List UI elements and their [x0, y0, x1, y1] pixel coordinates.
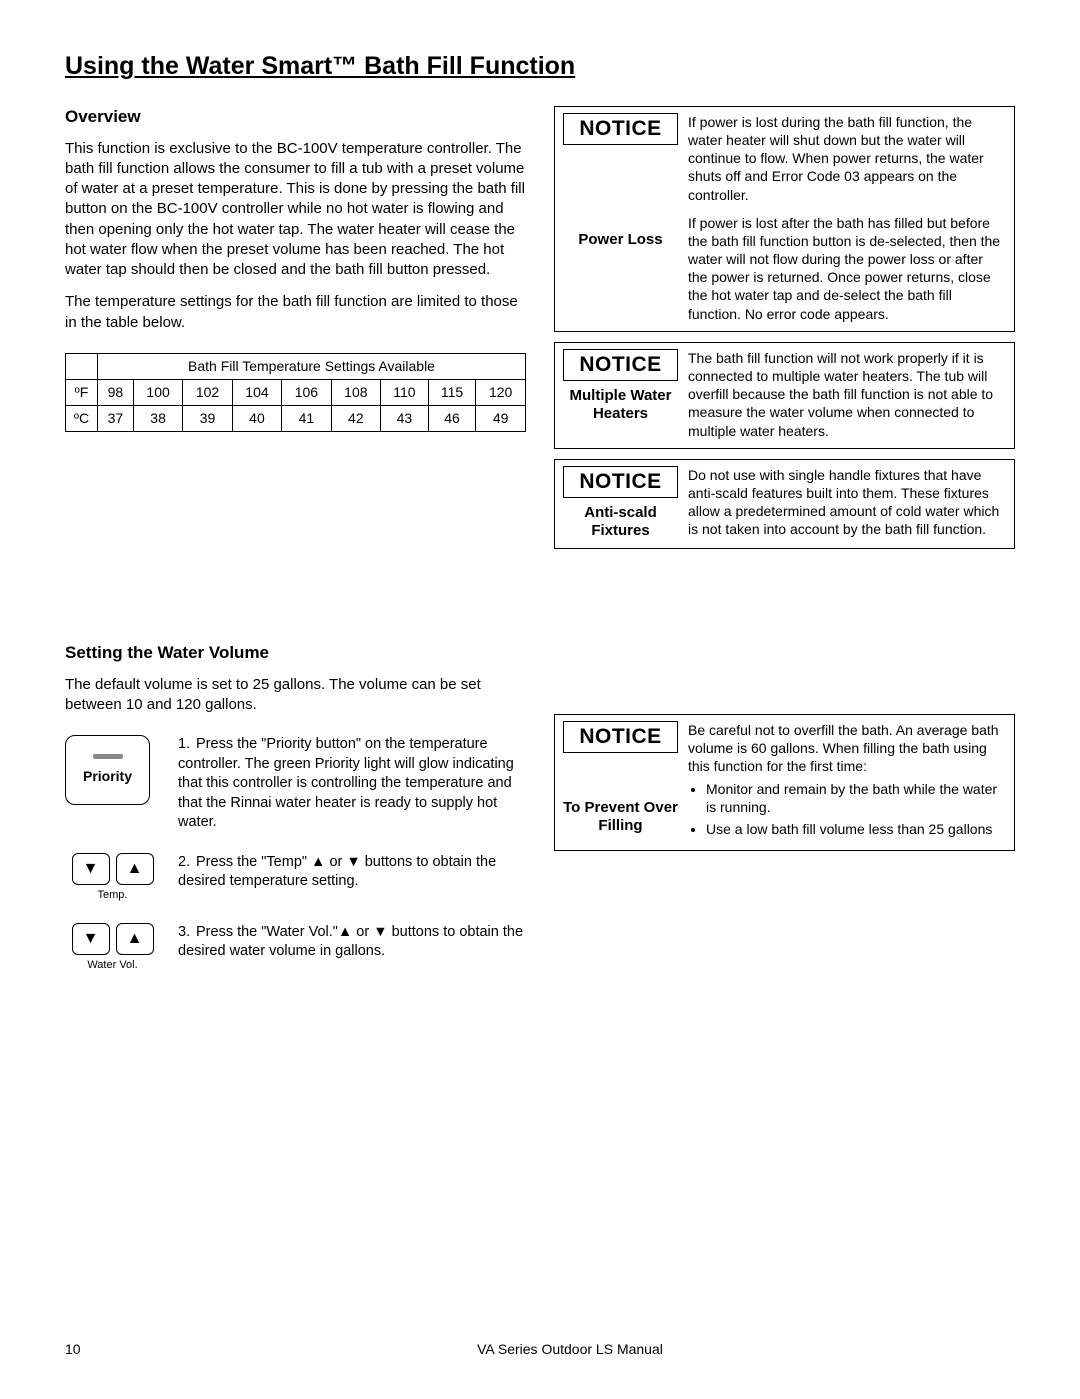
- watervol-buttons-icon: ▼ ▲ Water Vol.: [65, 923, 160, 973]
- step-1: Priority 1.Press the "Priority button" o…: [65, 735, 526, 833]
- notice-tag: NOTICE: [563, 349, 678, 381]
- notice-sub-antiscald: Anti-scald Fixtures: [563, 504, 678, 540]
- table-row: ºC 37 38 39 40 41 42 43 46 49: [66, 405, 526, 431]
- step-3: ▼ ▲ Water Vol. 3.Press the "Water Vol."▲…: [65, 923, 526, 973]
- watervol-label: Water Vol.: [87, 958, 137, 973]
- overfill-bullet2: Use a low bath fill volume less than 25 …: [706, 820, 1006, 838]
- notice-tag: NOTICE: [563, 466, 678, 498]
- watervol-up-icon: ▲: [116, 923, 154, 955]
- notice-tag: NOTICE: [563, 721, 678, 753]
- watervol-down-icon: ▼: [72, 923, 110, 955]
- notice-sub-power: Power Loss: [563, 231, 678, 249]
- footer-page-number: 10: [65, 1340, 125, 1359]
- notice-power-loss: NOTICE Power Loss If power is lost durin…: [554, 106, 1015, 332]
- priority-button-icon: Priority: [65, 735, 150, 805]
- notice-anti-scald: NOTICE Anti-scald Fixtures Do not use wi…: [554, 459, 1015, 549]
- temp-settings-table: Bath Fill Temperature Settings Available…: [65, 353, 526, 432]
- left-column: Overview This function is exclusive to t…: [65, 106, 526, 993]
- notice-tag: NOTICE: [563, 113, 678, 145]
- table-row: ºF 98 100 102 104 106 108 110 115 120: [66, 379, 526, 405]
- step-2: ▼ ▲ Temp. 2.Press the "Temp" ▲ or ▼ butt…: [65, 853, 526, 903]
- page-footer: 10 VA Series Outdoor LS Manual: [65, 1340, 1015, 1359]
- notice-sub-overfill: To Prevent Over Filling: [563, 799, 678, 835]
- temp-table-caption: Bath Fill Temperature Settings Available: [98, 353, 526, 379]
- page-title: Using the Water Smart™ Bath Fill Functio…: [65, 50, 1015, 88]
- water-volume-intro: The default volume is set to 25 gallons.…: [65, 675, 526, 716]
- unit-f: ºF: [66, 379, 98, 405]
- priority-label: Priority: [83, 767, 132, 786]
- overview-p2: The temperature settings for the bath fi…: [65, 292, 526, 333]
- multiple-text: The bath fill function will not work pro…: [688, 349, 1006, 440]
- temp-label: Temp.: [98, 888, 128, 903]
- temp-buttons-icon: ▼ ▲ Temp.: [65, 853, 160, 903]
- unit-c: ºC: [66, 405, 98, 431]
- step2-text: Press the "Temp" ▲ or ▼ buttons to obtai…: [178, 854, 496, 890]
- footer-center: VA Series Outdoor LS Manual: [125, 1340, 1015, 1359]
- notice-overfill: NOTICE To Prevent Over Filling Be carefu…: [554, 714, 1015, 851]
- power-loss-text1: If power is lost during the bath fill fu…: [688, 113, 1006, 204]
- step1-text: Press the "Priority button" on the tempe…: [178, 736, 514, 830]
- step3-text: Press the "Water Vol."▲ or ▼ buttons to …: [178, 924, 523, 960]
- power-loss-text2: If power is lost after the bath has fill…: [688, 214, 1006, 323]
- overview-heading: Overview: [65, 106, 526, 129]
- right-column: NOTICE Power Loss If power is lost durin…: [554, 106, 1015, 993]
- temp-up-icon: ▲: [116, 853, 154, 885]
- overfill-intro: Be careful not to overfill the bath. An …: [688, 721, 1006, 776]
- antiscald-text: Do not use with single handle fixtures t…: [688, 466, 1006, 539]
- notice-sub-multiple: Multiple Water Heaters: [563, 387, 678, 423]
- temp-down-icon: ▼: [72, 853, 110, 885]
- water-volume-heading: Setting the Water Volume: [65, 642, 526, 665]
- overview-p1: This function is exclusive to the BC-100…: [65, 139, 526, 281]
- notice-multiple-heaters: NOTICE Multiple Water Heaters The bath f…: [554, 342, 1015, 449]
- overfill-bullet1: Monitor and remain by the bath while the…: [706, 780, 1006, 816]
